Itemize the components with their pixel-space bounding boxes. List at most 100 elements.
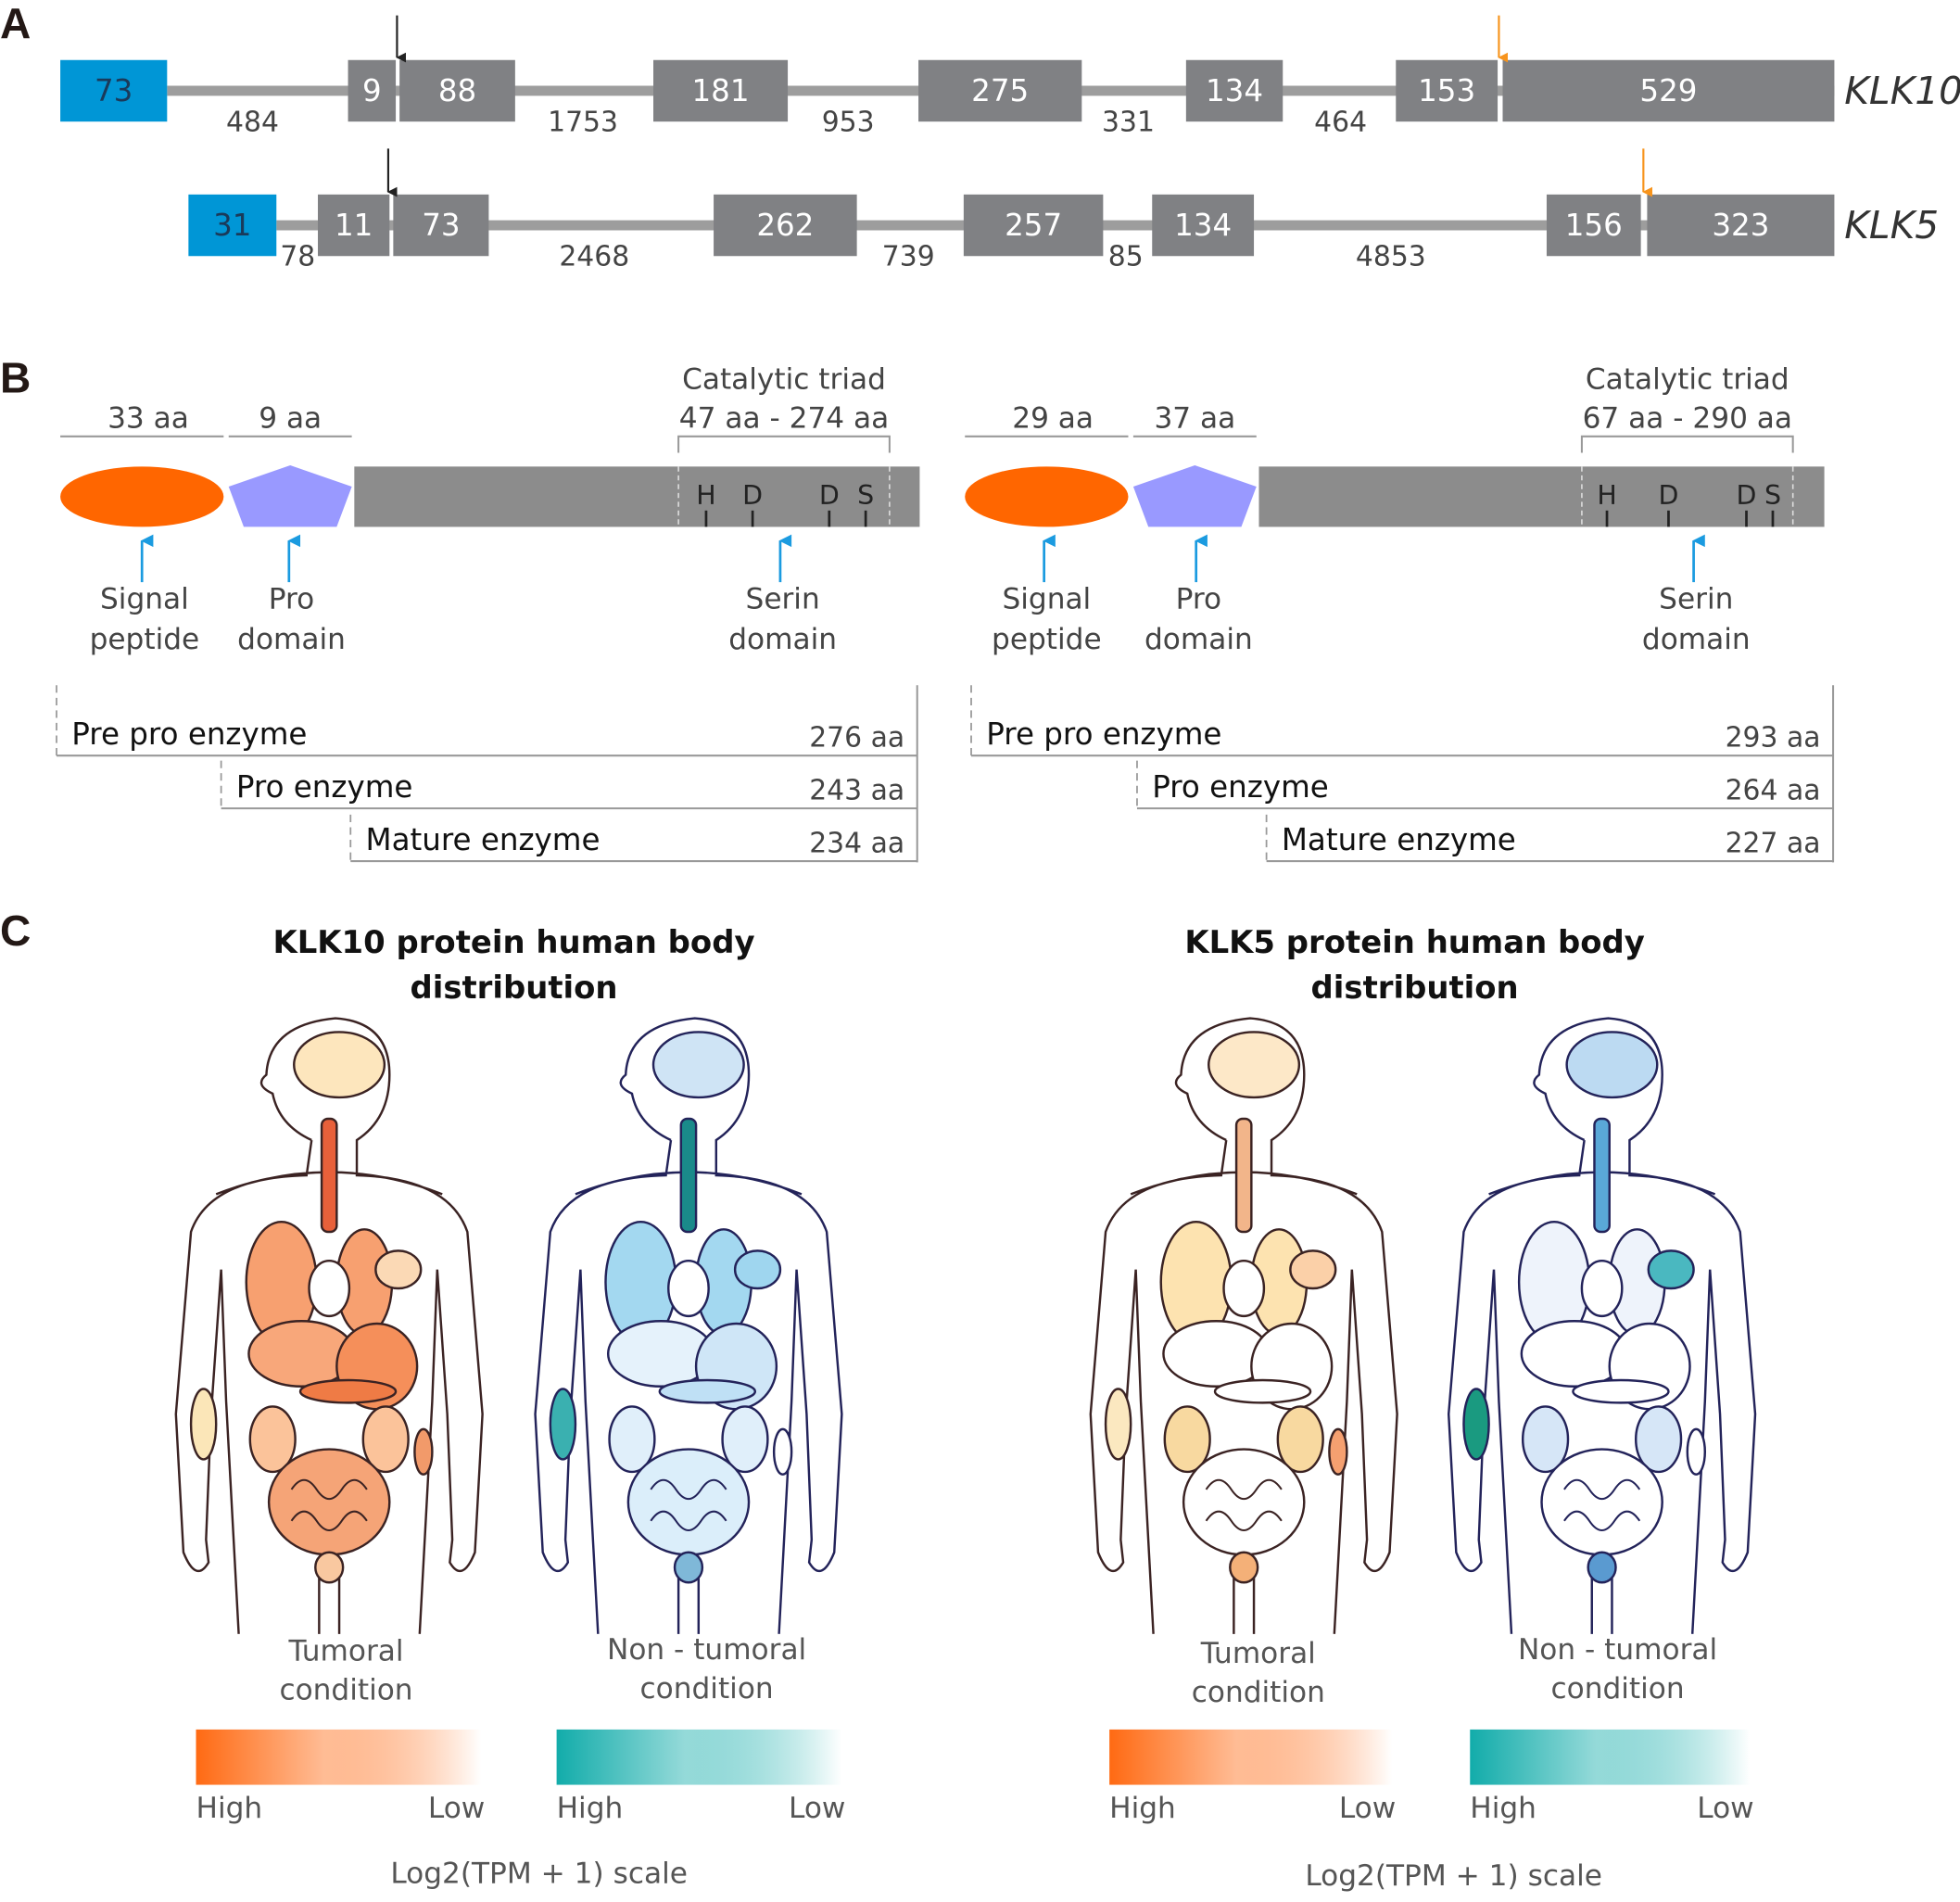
klk10-exon-length: 9 — [362, 73, 382, 108]
klk5-exon-length: 134 — [1174, 208, 1232, 243]
klk10-gene-name: KLK10 — [1844, 69, 1960, 113]
catalytic-residue-label: H — [696, 480, 715, 511]
condition-label-line2: condition — [279, 1673, 412, 1706]
klk5-exon-length: 156 — [1565, 208, 1623, 243]
panel-label-c: C — [0, 907, 31, 955]
bladder-organ — [314, 1551, 345, 1584]
enzyme-name: Pre pro enzyme — [71, 716, 307, 752]
catalytic-residue-label: H — [1597, 480, 1616, 511]
klk10-scale-label: Log2(TPM + 1) scale — [390, 1857, 688, 1890]
klk5-intron-length: 739 — [882, 240, 935, 273]
klk10-exon-1 — [60, 59, 168, 122]
klk10-exon-5 — [918, 59, 1082, 122]
klk10-intron-length: 1753 — [548, 106, 618, 138]
spleen-organ — [1647, 1249, 1695, 1290]
kidney-right-organ — [1634, 1405, 1683, 1474]
esophagus-organ — [1234, 1117, 1253, 1234]
klk10-exon-length: 153 — [1418, 73, 1475, 108]
enzyme-length: 243 aa — [809, 775, 904, 807]
klk5-protein: 29 aa 37 aa Catalytic triad 67 aa - 290 aa H… — [965, 362, 1835, 863]
klk5-intron-length: 2468 — [559, 240, 629, 273]
heart-organ — [308, 1259, 351, 1318]
klk5-exon-length: 73 — [422, 208, 460, 243]
scale-high-label: High — [1470, 1792, 1536, 1825]
signal-peptide-shape — [965, 466, 1129, 527]
catalytic-residue-label: S — [857, 480, 874, 511]
condition-label-line1: Tumoral — [1200, 1637, 1316, 1670]
klk10-exon-8 — [1502, 59, 1835, 122]
catalytic-triad-title: Catalytic triad — [682, 362, 886, 396]
klk5-exon-length: 262 — [756, 208, 814, 243]
klk10-exon-length: 134 — [1206, 73, 1263, 108]
thigh-organ — [413, 1427, 434, 1476]
body-outline — [174, 1017, 484, 1634]
klk10-distribution-title-line1: KLK10 protein human body — [272, 924, 754, 960]
klk10-gene-row: 73 9 88 181 275 134 153 529 484 1753 953 331 464 KLK1… — [60, 15, 1960, 138]
pro-length-label: 37 aa — [1154, 401, 1235, 435]
enzyme-length: 293 aa — [1726, 722, 1821, 754]
signal-peptide-shape — [60, 466, 224, 527]
klk10-exon-6 — [1185, 59, 1283, 122]
arm-organ — [1104, 1388, 1132, 1461]
body-outline — [534, 1017, 843, 1634]
klk5-exon-5 — [963, 194, 1104, 257]
intestine-coils — [1563, 1478, 1641, 1532]
panel-label-a: A — [0, 0, 31, 47]
kidney-left-organ — [248, 1405, 297, 1474]
klk5-scale-label: Log2(TPM + 1) scale — [1305, 1859, 1602, 1893]
klk5-gene-row: 31 11 73 262 257 134 156 323 78 2468 739 85 4853 KLK5 — [188, 148, 1939, 273]
klk10-exon-4 — [653, 59, 789, 122]
panel-label-b: B — [0, 353, 31, 401]
pro-domain-shape — [1132, 464, 1257, 527]
brain-organ — [1208, 1031, 1301, 1099]
condition-label-line2: condition — [1550, 1672, 1684, 1705]
catalytic-residue-label: D — [742, 480, 763, 511]
signal_label-line1: Signal — [1002, 583, 1091, 616]
pancreas-organ — [1572, 1378, 1670, 1404]
human-body-figure — [1447, 1017, 1757, 1634]
signal_label-line2: peptide — [90, 623, 200, 656]
klk10-exon-length: 275 — [971, 73, 1029, 108]
pro_label-line2: domain — [237, 623, 346, 656]
condition-label-line2: condition — [1192, 1676, 1325, 1709]
serin_label-line1: Serin — [1659, 583, 1733, 616]
scale-low-label: Low — [1697, 1792, 1753, 1825]
body-distribution-panel: KLK10 protein human body distribution KL… — [174, 924, 1757, 1893]
brain-organ — [1565, 1031, 1659, 1099]
pro_label-line1: Pro — [269, 583, 314, 616]
expression-color-scale — [1470, 1729, 1751, 1785]
catalytic-residue-label: D — [819, 480, 840, 511]
scale-low-label: Low — [428, 1792, 485, 1825]
pro_label-line1: Pro — [1176, 583, 1221, 616]
catalytic-triad-range: 67 aa - 290 aa — [1583, 401, 1792, 435]
catalytic-triad-bracket — [677, 435, 891, 453]
heart-organ — [667, 1259, 710, 1318]
intestine-organ — [1182, 1448, 1306, 1556]
thigh-organ — [772, 1427, 793, 1476]
brain-organ — [293, 1031, 386, 1099]
serin_label-line2: domain — [1642, 623, 1751, 656]
heart-organ — [1580, 1259, 1624, 1318]
klk10-exon-2 — [348, 59, 397, 122]
klk10-exon-3 — [399, 59, 515, 122]
spleen-organ — [733, 1249, 782, 1290]
klk10-distribution-title-line2: distribution — [410, 970, 617, 1006]
klk5-exon-length: 11 — [335, 208, 373, 243]
signal_label-line1: Signal — [100, 583, 189, 616]
klk10-intron-length: 953 — [822, 106, 875, 138]
klk5-exon-3 — [393, 194, 489, 257]
pro_label-line2: domain — [1144, 623, 1253, 656]
human-body-figure — [534, 1017, 843, 1634]
condition-label-line1: Non - tumoral — [1518, 1633, 1717, 1667]
kidney-right-organ — [721, 1405, 769, 1474]
catalytic-triad-range: 47 aa - 274 aa — [679, 401, 889, 435]
serin-domain-bar — [1258, 466, 1825, 527]
enzyme-length: 234 aa — [809, 828, 904, 860]
kidney-left-organ — [1521, 1405, 1570, 1474]
klk5-exon-length: 323 — [1712, 208, 1769, 243]
klk10-exon-7 — [1396, 59, 1498, 122]
esophagus-organ — [320, 1117, 338, 1234]
klk5-exon-length: 31 — [213, 208, 251, 243]
spleen-organ — [1289, 1249, 1337, 1290]
